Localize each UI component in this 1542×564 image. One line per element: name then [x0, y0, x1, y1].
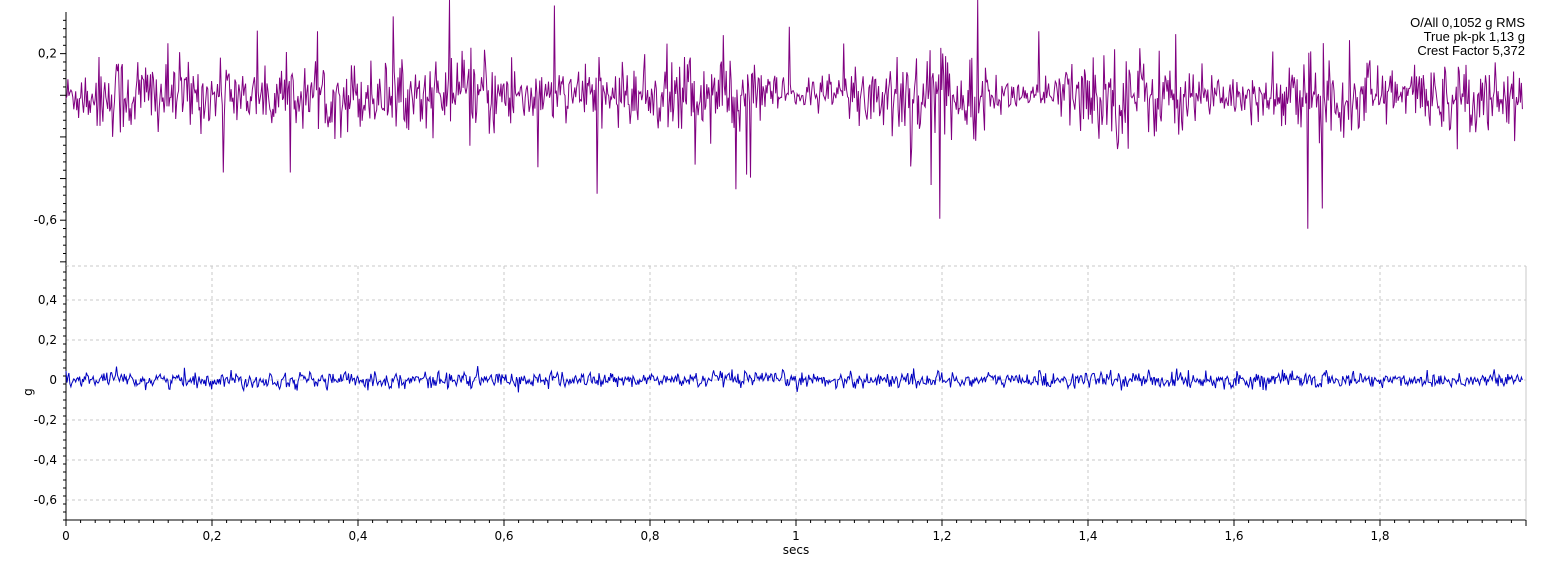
- top-waveform-line: [65, 0, 1523, 229]
- crest-factor-label: Crest Factor 5,372: [1417, 43, 1525, 58]
- y-tick-label: -0,6: [34, 213, 57, 227]
- y-tick-label: -0,2: [34, 413, 57, 427]
- y-tick-label: 0,2: [38, 333, 57, 347]
- y-axis-title: g: [21, 388, 35, 396]
- x-tick-label: 1,2: [932, 529, 951, 543]
- y-tick-label: -0,4: [34, 453, 57, 467]
- x-tick-label: 1,8: [1370, 529, 1389, 543]
- x-tick-label: 0: [62, 529, 70, 543]
- overall-rms-label: O/All 0,1052 g RMS: [1410, 15, 1525, 30]
- stats-box: O/All 0,1052 g RMS True pk-pk 1,13 g Cre…: [1410, 15, 1525, 58]
- top-panel: 0,2 -0,6: [34, 0, 1523, 266]
- x-tick-label: 1,4: [1078, 529, 1097, 543]
- y-tick-label: 0: [49, 373, 57, 387]
- x-tick-label: 0,8: [640, 529, 659, 543]
- y-tick-label: 0,4: [38, 293, 57, 307]
- x-tick-label: 1: [792, 529, 800, 543]
- y-tick-label: 0,2: [38, 47, 57, 61]
- x-tick-label: 0,6: [494, 529, 513, 543]
- y-tick-label: -0,6: [34, 493, 57, 507]
- x-tick-label: 0,2: [202, 529, 221, 543]
- x-axis-title: secs: [783, 543, 809, 557]
- x-tick-label: 1,6: [1224, 529, 1243, 543]
- bottom-panel: 0 0,2 0,4 0,6 0,8 1 1,2 1,4 1,6 1,8 0,4 0,2 0 -0,2 -0,…: [21, 265, 1527, 557]
- peak-to-peak-label: True pk-pk 1,13 g: [1424, 29, 1525, 44]
- bottom-waveform-line: [65, 365, 1523, 393]
- x-tick-label: 0,4: [348, 529, 367, 543]
